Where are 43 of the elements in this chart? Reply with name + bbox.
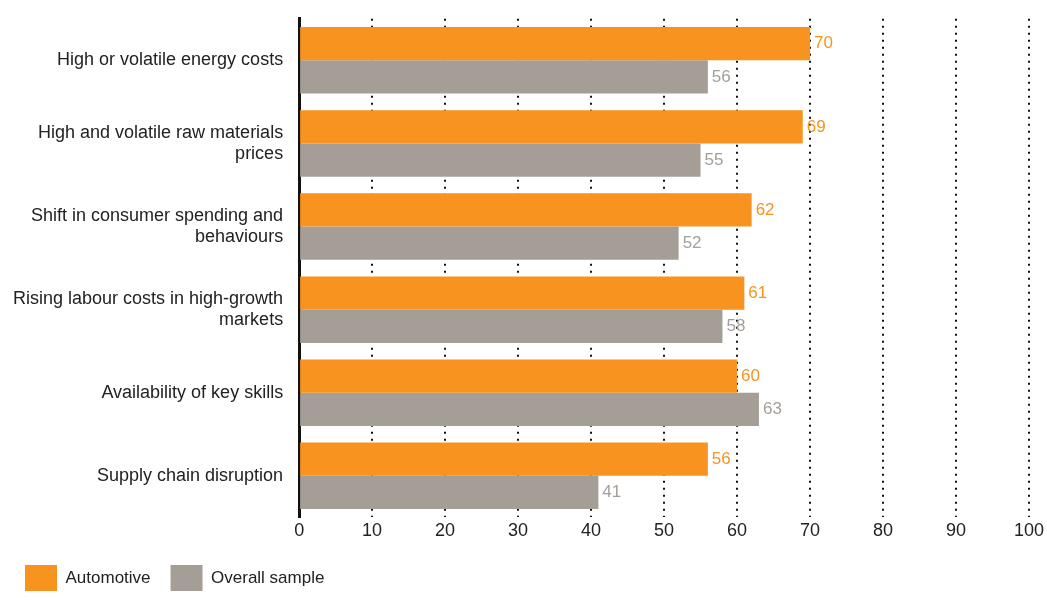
x-tick-label: 90 (945, 520, 967, 541)
data-label: 61 (748, 282, 768, 302)
data-label: 60 (741, 365, 760, 385)
bar (300, 359, 738, 393)
data-label: 52 (682, 232, 702, 252)
bar (300, 226, 679, 260)
y-tick-label: Rising labour costs in high-growth markets (12, 287, 284, 330)
y-tick-label: Availability of key skills (101, 381, 284, 402)
bar (300, 193, 752, 227)
y-tick-label: High and volatile raw materials prices (38, 121, 284, 164)
x-tick-label: 40 (581, 520, 602, 541)
bar (300, 276, 745, 310)
bar (300, 475, 599, 510)
x-tick-label: 0 (294, 520, 305, 541)
data-label: 56 (711, 448, 731, 468)
x-tick-label: 50 (654, 520, 675, 541)
bar (300, 143, 701, 177)
y-tick-label: High or volatile energy costs (57, 49, 284, 70)
bar (300, 442, 708, 476)
y-tick-label: Supply chain disruption (97, 464, 284, 485)
x-tick-label: 80 (873, 520, 894, 541)
x-tick-label: 10 (362, 520, 383, 541)
data-label: 58 (726, 315, 746, 335)
x-tick-label: 60 (727, 520, 748, 541)
bar (300, 309, 723, 343)
data-label: 69 (806, 116, 826, 136)
data-label: 63 (762, 399, 782, 419)
data-label: 55 (704, 149, 724, 169)
x-tick-label: 100 (1013, 520, 1045, 541)
y-tick-label: Shift in consumer spending and behaviours (30, 204, 284, 247)
legend-label: Automotive (65, 567, 151, 587)
data-label: 62 (755, 199, 775, 219)
bar (300, 60, 708, 94)
bar (300, 27, 811, 61)
x-tick-label: 20 (435, 520, 456, 541)
bar (300, 392, 759, 426)
bar (300, 110, 803, 144)
legend-label: Overall sample (211, 567, 325, 587)
x-tick-label: 30 (508, 520, 529, 541)
x-tick-label: 70 (800, 520, 821, 541)
data-label: 70 (814, 33, 833, 53)
data-label: 56 (711, 66, 731, 86)
data-label: 41 (602, 482, 622, 502)
